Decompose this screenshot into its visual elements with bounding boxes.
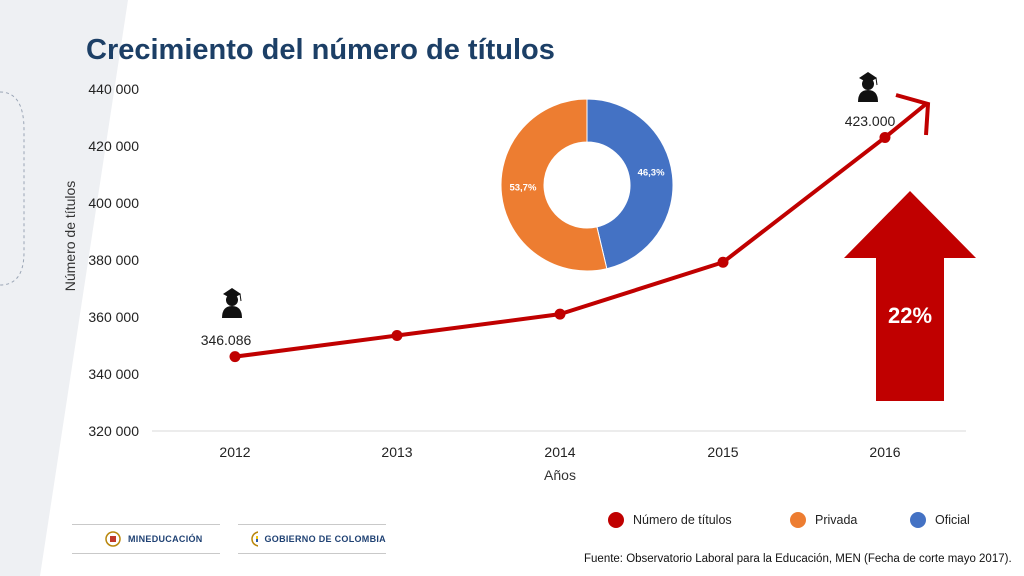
x-tick-label: 2012 (219, 444, 250, 460)
y-tick-label: 320 000 (88, 423, 139, 439)
y-tick-label: 380 000 (88, 252, 139, 268)
data-point (229, 351, 241, 363)
left-band-shape (0, 0, 128, 576)
graduate-icon (858, 72, 878, 102)
series-number-of-titles (229, 102, 928, 363)
logo-gobierno: GOBIERNO DE COLOMBIA (238, 524, 386, 554)
logo-label: MINEDUCACIÓN (128, 534, 203, 544)
x-tick-label: 2015 (707, 444, 738, 460)
point-label-first: 346.086 (201, 332, 252, 348)
legend-item-numero-de-titulos: Número de títulos (608, 512, 732, 528)
legend-item-privada: Privada (790, 512, 857, 528)
graduate-icon (222, 288, 242, 318)
series-line (234, 102, 928, 359)
coat-of-arms-icon (251, 531, 259, 547)
source-note: Fuente: Observatorio Laboral para la Edu… (584, 553, 1012, 565)
legend-dot (910, 512, 926, 528)
legend-dot (608, 512, 624, 528)
x-tick-label: 2013 (381, 444, 412, 460)
legend-label: Oficial (935, 513, 970, 527)
donut-slice-label: 46,3% (638, 168, 665, 179)
x-axis-title: Años (544, 467, 576, 483)
growth-label: 22% (888, 303, 932, 328)
growth-arrow (844, 191, 976, 401)
coat-of-arms-icon (105, 531, 121, 547)
donut-chart: 46,3% 53,7% (500, 98, 674, 272)
logo-label: GOBIERNO DE COLOMBIA (264, 534, 386, 544)
donut-slice-privada (500, 98, 608, 272)
donut-slice-oficial (586, 98, 674, 270)
left-dashed-curve (0, 91, 25, 286)
donut-slice-label: 53,7% (509, 182, 536, 193)
y-axis: 320 000 340 000 360 000 380 000 400 000 420 0… (88, 81, 139, 439)
data-point (879, 131, 891, 143)
trend-arrow-head (895, 93, 931, 136)
legend-dot (790, 512, 806, 528)
source-prefix: Fuente: Observatorio Laboral para la Edu… (584, 553, 829, 565)
legend-label: Privada (815, 513, 858, 527)
data-point (717, 256, 729, 268)
y-tick-label: 400 000 (88, 195, 139, 211)
y-tick-label: 420 000 (88, 138, 139, 154)
legend-label: Número de títulos (633, 513, 732, 527)
y-axis-title: Número de títulos (62, 181, 78, 292)
data-point (554, 308, 566, 320)
slide-title: Crecimiento del número de títulos (86, 34, 555, 66)
y-tick-label: 340 000 (88, 366, 139, 382)
x-tick-label: 2016 (869, 444, 900, 460)
x-tick-label: 2014 (544, 444, 575, 460)
point-label-last: 423.000 (845, 113, 896, 129)
y-tick-label: 360 000 (88, 309, 139, 325)
data-point (391, 330, 403, 342)
y-tick-label: 440 000 (88, 81, 139, 97)
x-axis: 2012 2013 2014 2015 2016 (219, 444, 900, 460)
logo-mineducacion: MINEDUCACIÓN (72, 524, 220, 554)
legend-item-oficial: Oficial (910, 512, 970, 528)
chart-legend: Número de títulos Privada Oficial (608, 512, 988, 532)
source-suffix: , MEN (Fecha de corte mayo 2017). (828, 553, 1012, 565)
